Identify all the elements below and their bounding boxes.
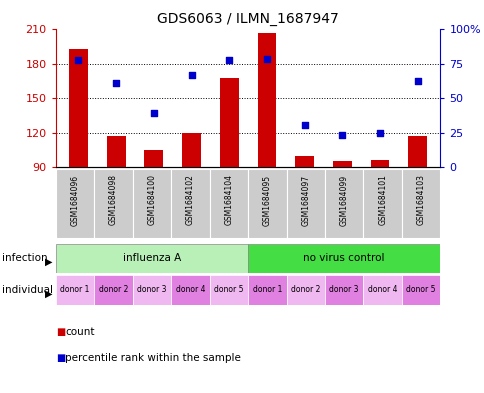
Text: donor 2: donor 2 — [290, 285, 320, 294]
Text: influenza A: influenza A — [122, 253, 181, 263]
Bar — [363, 275, 401, 305]
Text: GSM1684102: GSM1684102 — [185, 174, 195, 225]
Bar — [209, 169, 247, 238]
Bar — [209, 275, 247, 305]
Text: donor 4: donor 4 — [175, 285, 205, 294]
Text: percentile rank within the sample: percentile rank within the sample — [65, 353, 241, 363]
Text: ▶: ▶ — [45, 257, 52, 267]
Bar — [295, 156, 314, 167]
Text: ■: ■ — [56, 327, 65, 337]
Text: donor 4: donor 4 — [367, 285, 396, 294]
Text: ▶: ▶ — [45, 288, 52, 298]
Point — [225, 57, 233, 64]
Text: GSM1684096: GSM1684096 — [70, 174, 79, 226]
Bar — [133, 169, 171, 238]
Text: GSM1684095: GSM1684095 — [262, 174, 271, 226]
Text: ■: ■ — [56, 353, 65, 363]
Text: GSM1684101: GSM1684101 — [378, 174, 386, 225]
Point — [150, 110, 157, 116]
Bar — [133, 275, 171, 305]
Text: individual: individual — [2, 285, 53, 295]
Text: donor 5: donor 5 — [213, 285, 243, 294]
Text: GSM1684098: GSM1684098 — [109, 174, 118, 226]
Bar — [247, 169, 286, 238]
Bar — [219, 77, 238, 167]
Point — [300, 121, 308, 128]
Title: GDS6063 / ILMN_1687947: GDS6063 / ILMN_1687947 — [157, 12, 338, 26]
Bar — [69, 49, 88, 167]
Text: GSM1684099: GSM1684099 — [339, 174, 348, 226]
Text: infection: infection — [2, 253, 48, 263]
Point — [338, 132, 346, 138]
Text: GSM1684097: GSM1684097 — [301, 174, 310, 226]
Text: donor 2: donor 2 — [99, 285, 128, 294]
Bar — [94, 169, 133, 238]
Text: GSM1684100: GSM1684100 — [147, 174, 156, 226]
Text: donor 1: donor 1 — [252, 285, 281, 294]
Bar — [182, 132, 200, 167]
Text: donor 1: donor 1 — [60, 285, 90, 294]
Point — [75, 57, 82, 64]
Bar — [94, 275, 133, 305]
Bar — [247, 275, 286, 305]
Text: count: count — [65, 327, 95, 337]
Point — [112, 80, 120, 86]
Bar — [171, 275, 209, 305]
Bar — [363, 169, 401, 238]
Bar — [324, 275, 363, 305]
Text: GSM1684103: GSM1684103 — [416, 174, 425, 226]
Bar — [401, 169, 439, 238]
Bar — [257, 33, 276, 167]
Bar — [324, 169, 363, 238]
Text: donor 5: donor 5 — [406, 285, 435, 294]
Bar — [286, 275, 324, 305]
Text: donor 3: donor 3 — [137, 285, 166, 294]
Bar — [171, 169, 209, 238]
Bar — [247, 244, 439, 273]
Bar — [332, 161, 351, 167]
Text: donor 3: donor 3 — [329, 285, 358, 294]
Bar — [56, 169, 94, 238]
Point — [376, 129, 383, 136]
Bar — [106, 136, 125, 167]
Bar — [56, 275, 94, 305]
Text: GSM1684104: GSM1684104 — [224, 174, 233, 226]
Point — [413, 78, 421, 84]
Text: no virus control: no virus control — [303, 253, 384, 263]
Bar — [408, 136, 426, 167]
Bar — [286, 169, 324, 238]
Bar — [144, 150, 163, 167]
Bar — [401, 275, 439, 305]
Bar — [56, 244, 247, 273]
Point — [262, 56, 270, 62]
Point — [187, 72, 195, 79]
Bar — [370, 160, 389, 167]
